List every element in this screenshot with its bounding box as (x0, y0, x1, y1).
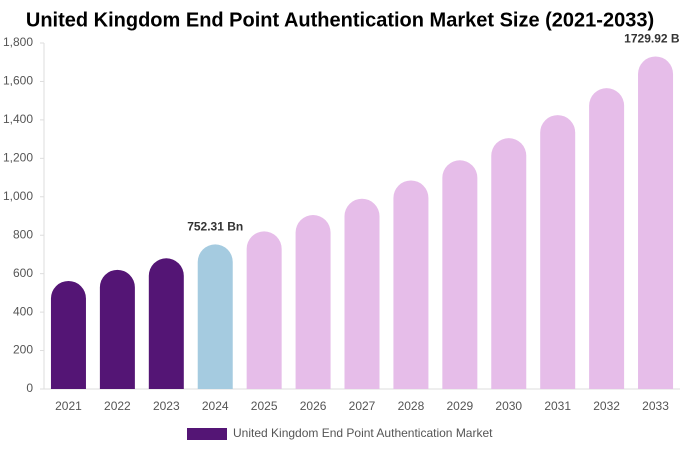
chart-title: United Kingdom End Point Authentication … (26, 9, 654, 31)
x-tick-label: 2032 (593, 399, 620, 413)
y-tick-label: 1,000 (3, 189, 33, 203)
bar (295, 215, 331, 389)
bar (99, 269, 135, 389)
y-tick-label: 1,600 (3, 74, 33, 88)
bar (50, 280, 86, 389)
x-tick-label: 2025 (251, 399, 278, 413)
y-tick-label: 400 (13, 304, 33, 318)
y-tick-label: 1,800 (3, 35, 33, 49)
bar (540, 115, 576, 390)
bar (589, 88, 625, 389)
data-label: 752.31 Bn (187, 220, 243, 234)
bar (638, 56, 674, 389)
x-tick-label: 2023 (153, 399, 180, 413)
x-tick-label: 2031 (544, 399, 571, 413)
y-tick-label: 800 (13, 227, 33, 241)
x-tick-label: 2024 (202, 399, 229, 413)
legend-label: United Kingdom End Point Authentication … (233, 426, 493, 440)
x-tick-label: 2028 (398, 399, 425, 413)
data-label: 1729.92 Bn (624, 32, 680, 46)
y-tick-label: 0 (26, 381, 33, 395)
bar (148, 258, 184, 389)
bar (197, 244, 233, 389)
y-tick-label: 1,200 (3, 151, 33, 165)
x-tick-label: 2026 (300, 399, 327, 413)
legend-swatch (187, 428, 227, 440)
bar (246, 231, 282, 389)
x-tick-label: 2029 (446, 399, 473, 413)
bar (491, 138, 527, 389)
y-tick-label: 600 (13, 266, 33, 280)
x-tick-label: 2027 (349, 399, 376, 413)
x-tick-label: 2022 (104, 399, 131, 413)
y-tick-label: 1,400 (3, 112, 33, 126)
y-tick-label: 200 (13, 343, 33, 357)
bar (393, 180, 429, 389)
x-tick-label: 2021 (55, 399, 82, 413)
x-tick-label: 2030 (495, 399, 522, 413)
x-tick-label: 2033 (642, 399, 669, 413)
bar (344, 198, 380, 389)
bar (442, 160, 478, 389)
